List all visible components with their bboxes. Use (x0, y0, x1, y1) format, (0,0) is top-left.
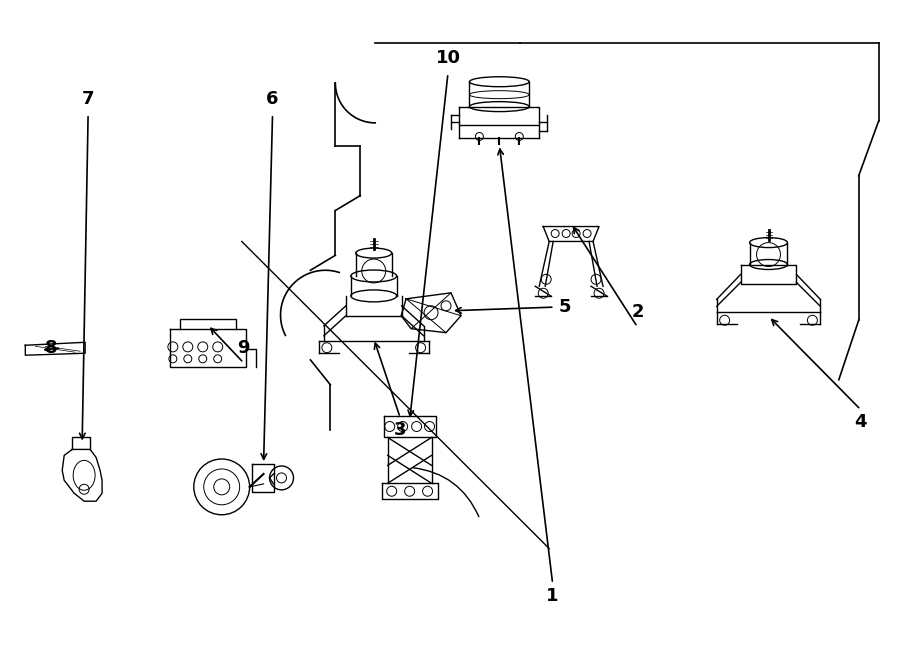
Text: 2: 2 (631, 303, 644, 321)
Text: 3: 3 (394, 420, 407, 439)
Text: 1: 1 (546, 587, 559, 605)
Text: 9: 9 (238, 339, 250, 357)
Text: 6: 6 (266, 90, 279, 108)
Text: 10: 10 (436, 49, 461, 67)
Text: 5: 5 (558, 298, 571, 316)
Text: 7: 7 (82, 90, 94, 108)
Text: 4: 4 (854, 412, 867, 430)
Text: 8: 8 (45, 339, 58, 357)
